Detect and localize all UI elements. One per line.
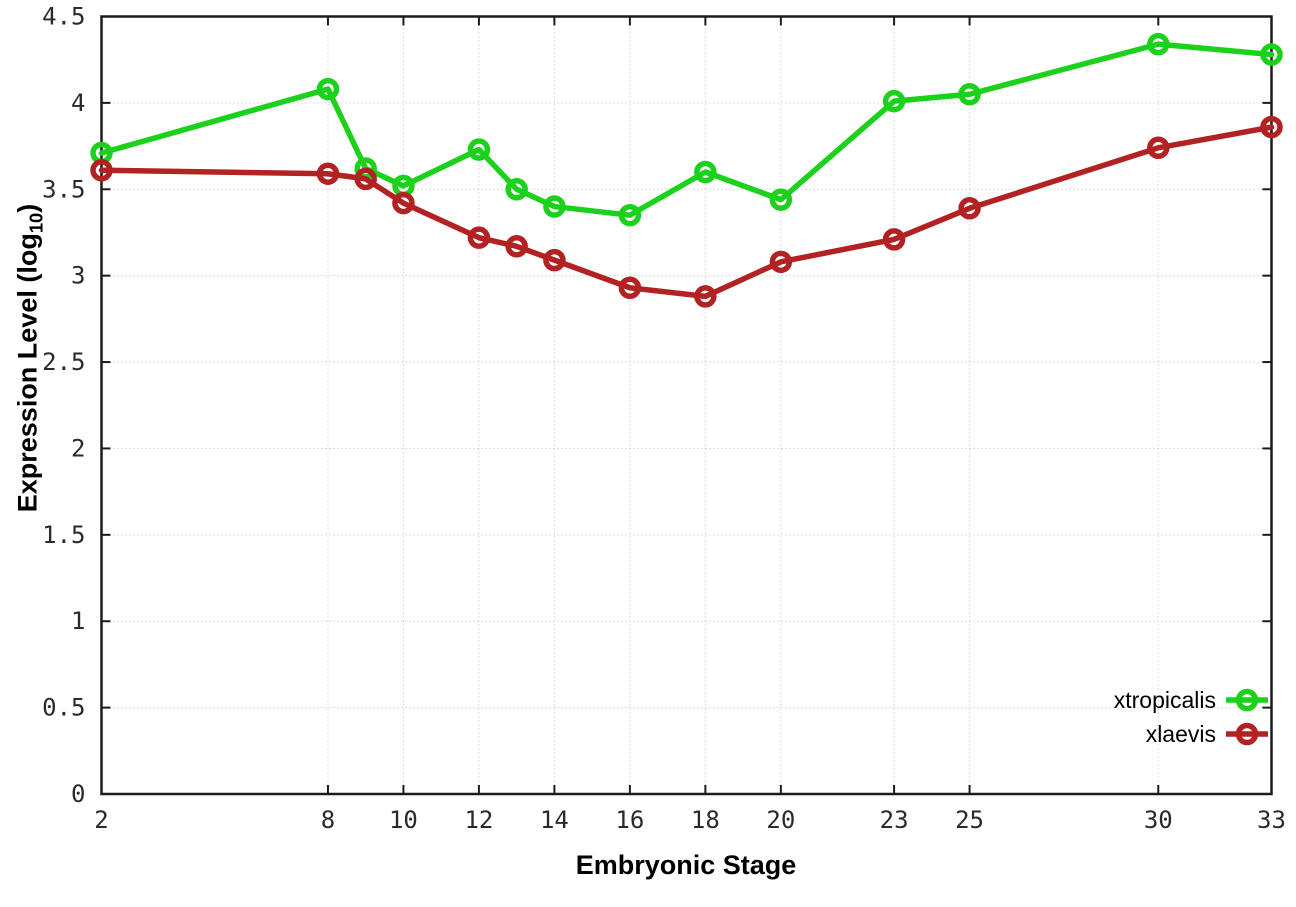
legend-label: xlaevis [1146, 721, 1216, 747]
data-point-marker [618, 276, 642, 300]
y-axis-title-subscript: 10 [25, 212, 47, 234]
y-tick-label: 0.5 [42, 694, 85, 722]
x-tick-label: 10 [389, 806, 418, 834]
data-point-marker [694, 160, 717, 184]
y-tick-label: 1.5 [42, 521, 85, 549]
x-tick-label: 2 [94, 806, 108, 834]
x-tick-label: 20 [766, 806, 795, 834]
x-tick-label: 23 [880, 806, 909, 834]
data-point-marker [1260, 115, 1283, 139]
y-axis-title-suffix: ) [12, 203, 43, 213]
data-point-marker [769, 188, 793, 211]
x-tick-label: 8 [321, 806, 335, 834]
data-point-marker [958, 197, 981, 220]
legend-label: xtropicalis [1114, 687, 1216, 713]
data-point-marker [958, 83, 981, 106]
data-point-marker [392, 191, 415, 215]
x-tick-label: 18 [691, 806, 720, 834]
y-tick-label: 3 [71, 262, 85, 290]
data-point-marker [882, 89, 906, 113]
data-point-marker [354, 167, 377, 191]
x-tick-label: 12 [464, 806, 493, 834]
series-xlaevis [90, 115, 1283, 308]
y-tick-label: 2 [71, 434, 85, 462]
x-tick-label: 16 [615, 806, 644, 834]
data-point-marker [505, 235, 528, 258]
data-point-marker [769, 250, 793, 274]
x-tick-label: 33 [1257, 806, 1286, 834]
plot-border [100, 15, 1273, 796]
y-tick-label: 0 [71, 780, 85, 808]
y-tick-label: 3.5 [42, 175, 85, 203]
data-point-marker [618, 203, 642, 227]
series-xtropicalis [90, 32, 1283, 227]
data-point-marker [467, 226, 491, 249]
data-point-marker [316, 162, 340, 185]
data-point-marker [1260, 43, 1283, 66]
tick-labels: 2 8 10 12 14 16 18 20 23 25 30 33 0 0.5 1 1.5 2 2.5 3 3.5 4 4… [42, 3, 1286, 835]
y-tick-label: 1 [71, 607, 85, 635]
y-tick-label: 4.5 [42, 3, 85, 31]
data-point-marker [90, 159, 113, 182]
x-tick-label: 30 [1144, 806, 1173, 834]
y-tick-label: 2.5 [42, 348, 85, 376]
gridlines [101, 16, 1272, 794]
legend-marker-icon [1235, 722, 1259, 746]
series-xlaevis-line [98, 124, 1275, 300]
data-point-marker [543, 248, 566, 272]
legend-item-xtropicalis: xtropicalis [1114, 687, 1268, 713]
data-point-marker [1147, 32, 1170, 56]
data-point-marker [467, 138, 491, 161]
legend: xtropicalis xlaevis [1114, 687, 1268, 747]
data-point-marker [1147, 136, 1170, 160]
data-point-marker [543, 195, 566, 218]
legend-item-xlaevis: xlaevis [1146, 721, 1268, 747]
y-axis-title: Expression Level (log10) [12, 204, 47, 513]
data-point-marker [316, 77, 340, 101]
x-tick-label: 14 [540, 806, 569, 834]
data-point-marker [505, 178, 528, 201]
y-tick-label: 4 [71, 89, 85, 117]
x-axis-title: Embryonic Stage [575, 850, 797, 880]
legend-marker-icon [1235, 688, 1259, 712]
x-tick-label: 25 [955, 806, 984, 834]
data-point-marker [882, 228, 906, 251]
data-point-marker [694, 285, 717, 308]
y-axis-title-text: Expression Level (log [12, 233, 43, 513]
tick-marks [100, 15, 1273, 795]
